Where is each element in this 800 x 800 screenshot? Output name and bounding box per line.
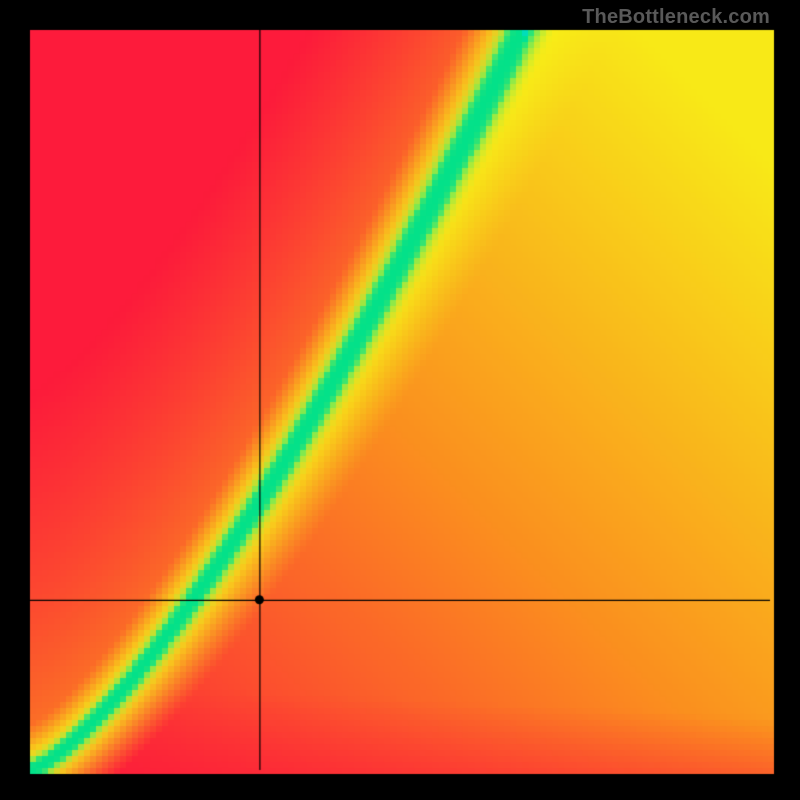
- chart-container: { "type": "heatmap", "source_label": "Th…: [0, 0, 800, 800]
- watermark-label: TheBottleneck.com: [582, 6, 770, 29]
- bottleneck-heatmap: [0, 0, 800, 800]
